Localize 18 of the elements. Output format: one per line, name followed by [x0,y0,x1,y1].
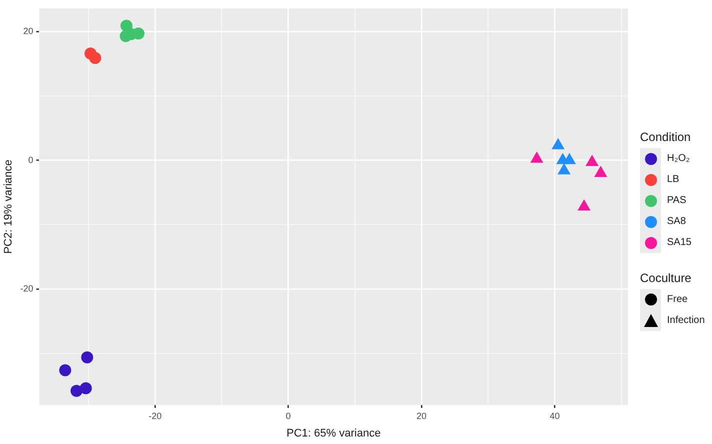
legend-title: Condition [640,130,692,144]
legend-label: H₂O₂ [667,153,690,164]
y-tick-label: -20 [20,284,34,294]
x-tick-label: 40 [550,410,560,421]
x-tick-label: -20 [148,410,162,421]
y-tick-label: 0 [28,154,34,165]
x-tick-label: 20 [416,410,427,421]
text: Infection [667,315,705,326]
legend-label: SA8 [667,216,686,227]
legend-label: SA15 [667,237,692,248]
text: Free [667,294,688,305]
x-tick-label: 0 [286,410,291,421]
y-tick-label: 20 [23,26,34,36]
x-axis-title: PC1: 65% variance [286,427,381,440]
text: Coculture [640,271,692,285]
legend-label: PAS [667,195,686,206]
legend-label: LB [667,174,680,185]
y-axis-title: PC2: 19% variance [2,160,15,254]
